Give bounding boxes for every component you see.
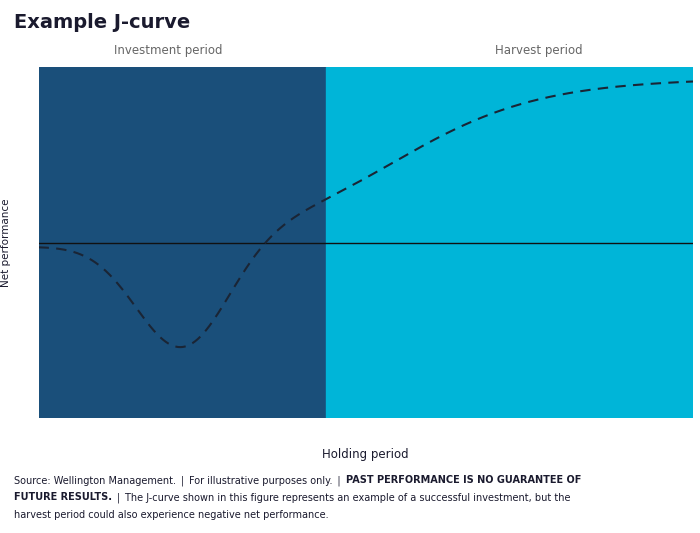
Text: Harvest period: Harvest period xyxy=(495,44,583,57)
Text: harvest period could also experience negative net performance.: harvest period could also experience neg… xyxy=(14,510,328,520)
Bar xyxy=(326,67,693,418)
Text: Example J-curve: Example J-curve xyxy=(14,13,190,33)
Text: FUTURE RESULTS.: FUTURE RESULTS. xyxy=(14,492,112,503)
Text: Source: Wellington Management. | For illustrative purposes only. |: Source: Wellington Management. | For ill… xyxy=(14,475,346,486)
Text: Net performance: Net performance xyxy=(1,198,10,287)
Bar xyxy=(38,67,326,418)
Text: PAST PERFORMANCE IS NO GUARANTEE OF: PAST PERFORMANCE IS NO GUARANTEE OF xyxy=(346,475,581,486)
Text: | The J-curve shown in this figure represents an example of a successful investm: | The J-curve shown in this figure repre… xyxy=(112,492,570,503)
Text: Investment period: Investment period xyxy=(114,44,223,57)
Text: Holding period: Holding period xyxy=(323,448,409,461)
